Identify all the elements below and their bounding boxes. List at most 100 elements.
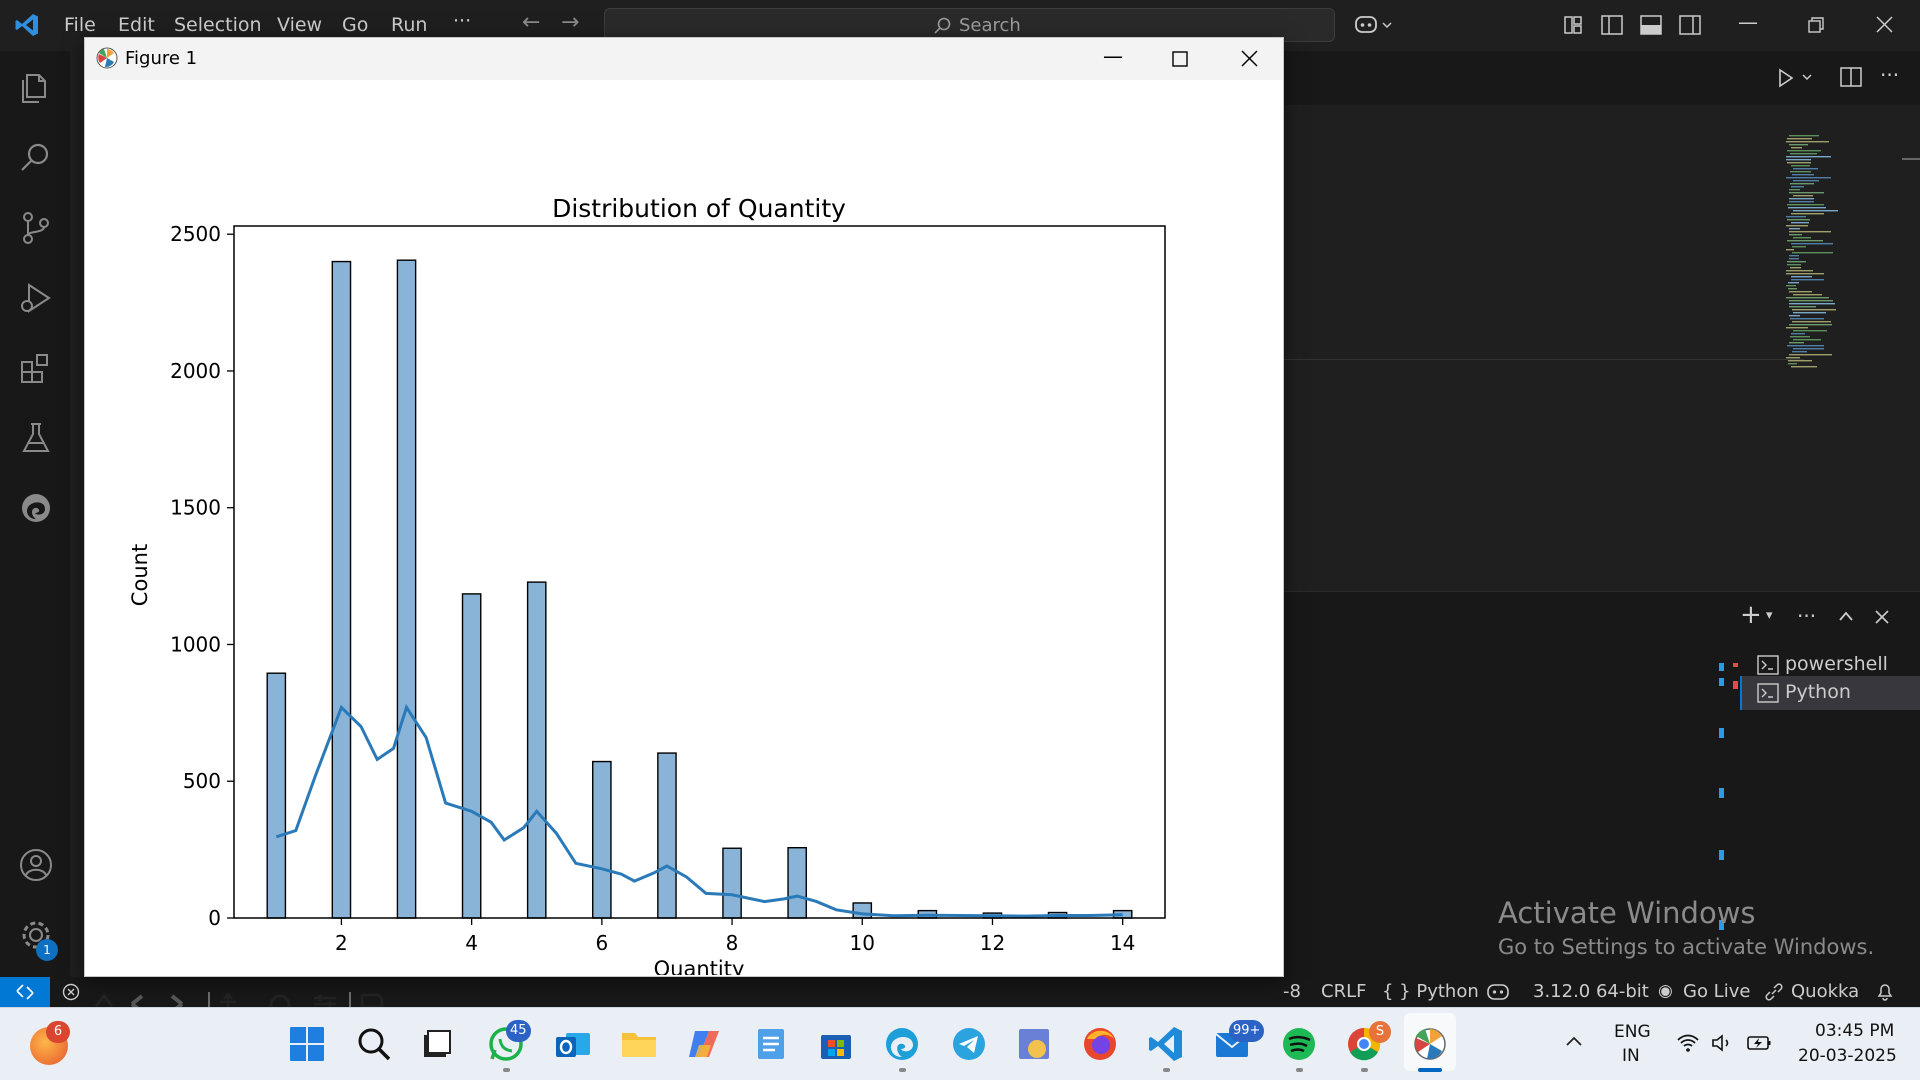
accounts-icon[interactable] [17, 846, 55, 884]
new-terminal-icon[interactable]: + [1740, 600, 1762, 630]
source-control-icon[interactable] [17, 209, 55, 247]
save-figure-icon[interactable] [360, 993, 384, 1007]
media-app-icon[interactable] [1015, 1025, 1053, 1063]
menu-selection[interactable]: Selection [174, 14, 262, 36]
run-python-file-icon[interactable] [1776, 67, 1816, 89]
outlook-icon[interactable] [554, 1025, 592, 1063]
maximize-panel-icon[interactable] [1838, 610, 1854, 622]
histogram-bar [722, 847, 742, 919]
matplotlib-taskbar-icon[interactable] [1411, 1025, 1449, 1063]
menu-more[interactable]: ··· [453, 10, 472, 32]
terminal-item-python[interactable]: Python [1740, 676, 1920, 710]
wifi-icon[interactable] [1676, 1033, 1700, 1053]
editor-more-actions-icon[interactable]: ··· [1880, 63, 1900, 87]
figure-navigation-toolbar [94, 992, 384, 1007]
minimap-line [1790, 183, 1814, 185]
customize-layout-icon[interactable] [1563, 15, 1583, 35]
minimap-line [1793, 210, 1838, 212]
minimap-line [1793, 330, 1827, 332]
toggle-primary-sidebar-icon[interactable] [1601, 15, 1623, 35]
minimap[interactable] [1784, 135, 1844, 375]
close-panel-icon[interactable] [1875, 610, 1889, 624]
problems-error-icon[interactable] [62, 983, 80, 1001]
edge-browser-icon[interactable] [883, 1025, 921, 1063]
telegram-icon[interactable] [950, 1025, 988, 1063]
minimap-line [1786, 297, 1829, 299]
remote-indicator[interactable] [0, 977, 50, 1007]
figure-close-icon[interactable] [1241, 50, 1258, 67]
window-restore-icon[interactable] [1808, 17, 1824, 33]
taskbar-search-icon[interactable] [355, 1025, 393, 1063]
figure-minimize-icon[interactable]: — [1103, 44, 1123, 68]
clock-date[interactable]: 20-03-2025 [1798, 1046, 1897, 1066]
show-hidden-icons-chevron[interactable] [1565, 1035, 1583, 1047]
golive-status[interactable]: Go Live [1683, 981, 1751, 1002]
copilot-app-icon[interactable] [685, 1025, 723, 1063]
split-editor-icon[interactable] [1840, 67, 1862, 87]
eol-status[interactable]: CRLF [1321, 981, 1367, 1002]
terminal-dropdown-icon[interactable]: ▾ [1766, 608, 1773, 623]
back-arrow-icon[interactable]: ← [522, 10, 541, 35]
window-minimize-icon[interactable]: — [1738, 10, 1758, 34]
windows-start-icon[interactable] [288, 1025, 326, 1063]
menu-file[interactable]: File [64, 14, 96, 36]
forward-icon[interactable] [170, 994, 184, 1007]
run-debug-icon[interactable] [17, 279, 55, 317]
quokka-status[interactable]: Quokka [1791, 981, 1860, 1002]
menu-edit[interactable]: Edit [118, 14, 155, 36]
figure-maximize-icon[interactable] [1172, 51, 1188, 67]
copilot-icon[interactable] [1354, 13, 1394, 37]
home-icon[interactable] [94, 993, 114, 1007]
extensions-icon[interactable] [17, 349, 55, 387]
notifications-bell-icon[interactable] [1876, 982, 1894, 1002]
panel-more-icon[interactable]: ··· [1797, 604, 1817, 628]
terminal-item-powershell[interactable]: powershell [1740, 649, 1920, 683]
task-view-icon[interactable] [418, 1025, 456, 1063]
back-icon[interactable] [130, 994, 144, 1007]
testing-flask-icon[interactable] [17, 419, 55, 457]
toggle-panel-icon[interactable] [1640, 15, 1662, 35]
language-mode-status[interactable]: { } Python [1382, 981, 1479, 1002]
configure-subplots-icon[interactable] [314, 995, 336, 1007]
minimap-line [1789, 234, 1802, 236]
language-indicator-bottom[interactable]: IN [1622, 1046, 1640, 1066]
minimap-line [1789, 291, 1812, 293]
python-interpreter-status[interactable]: 3.12.0 64-bit [1533, 981, 1649, 1002]
pan-icon[interactable] [220, 993, 236, 1007]
copilot-status-icon[interactable] [1486, 983, 1510, 1001]
minimap-line [1791, 243, 1833, 245]
menu-go[interactable]: Go [342, 14, 369, 36]
explorer-icon[interactable] [17, 69, 55, 107]
clock-time[interactable]: 03:45 PM [1815, 1021, 1895, 1041]
menu-view[interactable]: View [277, 14, 323, 36]
kde-curve [275, 703, 1123, 918]
battery-charging-icon[interactable] [1746, 1034, 1772, 1052]
vscode-taskbar-icon[interactable] [1147, 1025, 1185, 1063]
zoom-icon[interactable] [269, 994, 291, 1007]
command-search-box[interactable]: Search [604, 8, 1335, 42]
ruler-mark [1733, 681, 1738, 689]
file-explorer-icon[interactable] [620, 1025, 658, 1063]
encoding-status[interactable]: -8 [1283, 981, 1301, 1002]
language-indicator-top[interactable]: ENG [1614, 1022, 1651, 1042]
volume-icon[interactable] [1711, 1033, 1735, 1053]
mail-badge: 99+ [1229, 1020, 1265, 1042]
minimap-line [1789, 189, 1800, 191]
toggle-secondary-sidebar-icon[interactable] [1679, 15, 1701, 35]
window-close-icon[interactable] [1876, 16, 1893, 33]
spotify-icon[interactable] [1280, 1025, 1318, 1063]
menu-run[interactable]: Run [391, 14, 428, 36]
minimap-line [1787, 150, 1821, 152]
notepad-icon[interactable] [752, 1025, 790, 1063]
minimap-line [1791, 165, 1810, 167]
editor-tab-bar: ··· [1284, 51, 1920, 105]
edge-devtools-icon[interactable] [17, 489, 55, 527]
minimap-line [1791, 333, 1805, 335]
firefox-icon[interactable] [1081, 1025, 1119, 1063]
minimap-line [1789, 135, 1819, 137]
forward-arrow-icon[interactable]: → [561, 10, 580, 35]
minimap-line [1793, 339, 1821, 341]
matplotlib-figure-window: Figure 1 — Distribution of Quantity 2 4 6 8… [84, 37, 1284, 977]
microsoft-store-icon[interactable] [817, 1025, 855, 1063]
search-activity-icon[interactable] [17, 139, 55, 177]
